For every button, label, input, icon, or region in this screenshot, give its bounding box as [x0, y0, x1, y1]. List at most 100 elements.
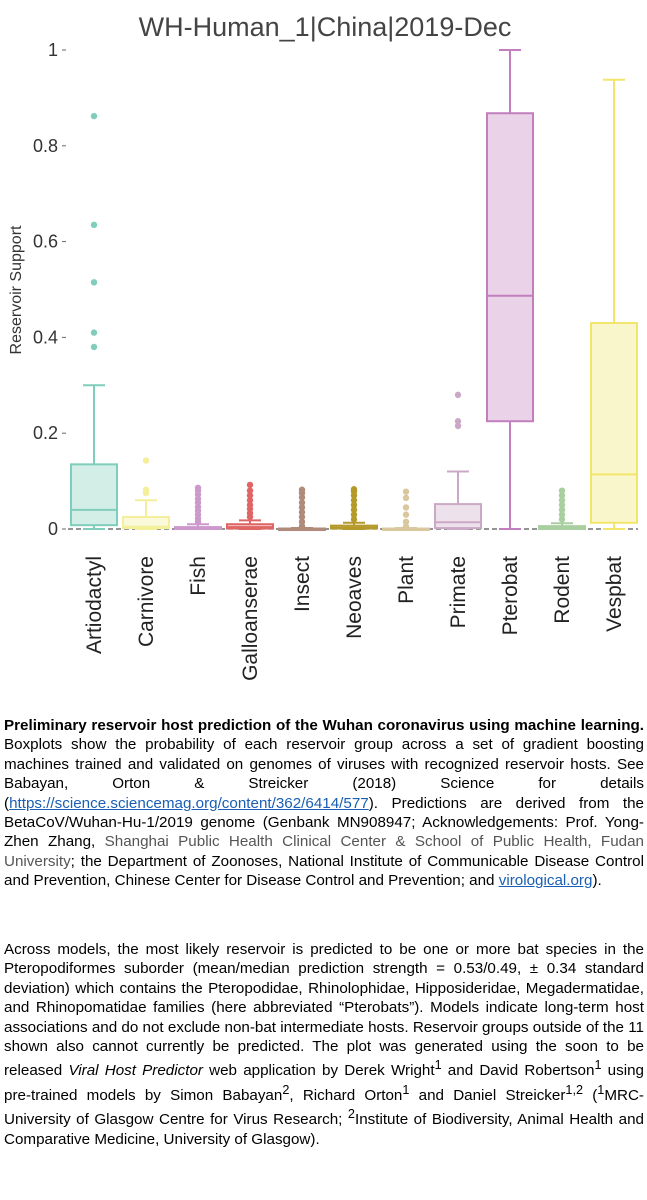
x-tick-label: Galloanserae [239, 556, 262, 681]
outlier-point [246, 497, 254, 504]
x-tick-label: Vespbat [603, 556, 626, 632]
box-fish [174, 484, 222, 530]
para-text: Across models, the most likely reservoir… [4, 941, 644, 1080]
outlier-point [558, 516, 566, 523]
affil-mark: 2 [347, 1107, 355, 1122]
outlier-point [454, 422, 462, 430]
y-tick-label: 0 [48, 519, 58, 539]
caption-text: ). Predictions are derived from the Beta… [4, 794, 644, 851]
x-tick-label: Neoaves [343, 556, 366, 639]
outlier-point [558, 506, 566, 514]
x-tick-label: Primate [447, 556, 470, 628]
para-text: and David Robertson [441, 1062, 595, 1080]
box-iqr [486, 112, 534, 423]
results-paragraph: Across models, the most likely reservoir… [4, 940, 644, 1149]
outlier-point [90, 329, 98, 336]
outlier-point [298, 513, 306, 521]
boxplot-chart: WH-Human_1|China|2019-Dec Reservoir Supp… [8, 12, 638, 681]
x-tick-label: Plant [395, 556, 418, 604]
outlier-point [246, 492, 254, 499]
box-pterobat [486, 49, 534, 530]
figure-caption: Preliminary reservoir host prediction of… [4, 716, 644, 891]
box-artiodactyl [70, 112, 118, 530]
chart-title: WH-Human_1|China|2019-Dec [139, 12, 512, 42]
outlier-point [246, 487, 254, 494]
outlier-point [298, 499, 306, 506]
outlier-point [246, 481, 254, 489]
outlier-point [558, 497, 566, 504]
x-axis-labels: Artiodactyl Carnivore Fish Galloanserae Inse… [83, 556, 626, 681]
x-tick-label: Carnivore [135, 556, 158, 647]
box-primate [434, 391, 482, 530]
outlier-point [454, 418, 462, 425]
affil-mark: 1,2 [565, 1082, 584, 1097]
x-tick-label: Pterobat [499, 556, 522, 636]
affil-mark: 1 [594, 1058, 602, 1073]
para-text: , Richard Orton [289, 1086, 403, 1104]
box-plant [382, 488, 430, 532]
y-tick-label: 0.4 [33, 327, 58, 347]
para-text: web application by Derek Wright [202, 1062, 435, 1080]
box-carnivore [122, 457, 170, 530]
outlier-point [350, 497, 358, 504]
virological-link[interactable]: virological.org [498, 872, 593, 890]
outlier-point [142, 457, 150, 464]
affil-mark: 1 [597, 1082, 605, 1097]
outlier-point [558, 501, 566, 509]
app-name: Viral Host Predictor [68, 1062, 203, 1080]
x-tick-label: Fish [187, 556, 210, 596]
box-neoaves [330, 486, 378, 530]
y-axis-ticks: 0 0.2 0.4 0.6 0.8 1 [33, 40, 638, 539]
caption-text: ; the Department of Zoonoses, National I… [4, 852, 644, 890]
outlier-point [194, 484, 202, 492]
outlier-point [90, 343, 98, 351]
box-insect [278, 486, 326, 532]
outlier-point [402, 511, 410, 518]
outlier-point [350, 501, 358, 509]
outlier-point [402, 504, 410, 511]
outlier-point [298, 504, 306, 511]
outlier-point [558, 511, 566, 518]
affil-mark: 2 [282, 1082, 290, 1097]
y-tick-label: 1 [48, 40, 58, 60]
outlier-point [402, 523, 410, 530]
box-rodent [538, 487, 586, 530]
box-vespbat [590, 78, 638, 530]
outlier-point [350, 506, 358, 514]
x-tick-label: Insect [291, 556, 314, 612]
outlier-point [350, 511, 358, 518]
caption-affiliation: Shanghai Public Health Clinical Center &… [4, 833, 644, 870]
outlier-point [142, 486, 150, 493]
caption-text: ). [592, 872, 602, 890]
outlier-point [90, 112, 98, 120]
y-axis-label: Reservoir Support [8, 225, 25, 355]
x-tick-label: Rodent [551, 556, 574, 624]
outlier-point [402, 494, 410, 502]
outlier-point [298, 518, 306, 526]
outlier-point [350, 486, 358, 493]
outlier-point [298, 486, 306, 493]
box-galloanserae [226, 481, 274, 530]
outlier-point [90, 279, 98, 286]
para-text: ( [583, 1086, 598, 1104]
outlier-point [402, 488, 410, 495]
y-tick-label: 0.2 [33, 423, 58, 443]
outlier-point [90, 221, 98, 229]
science-link[interactable]: https://science.sciencemag.org/content/3… [9, 794, 369, 812]
caption-title: Preliminary reservoir host prediction of… [4, 717, 644, 734]
outlier-point [558, 492, 566, 499]
x-tick-label: Artiodactyl [83, 556, 106, 654]
box-iqr [434, 503, 482, 530]
box-iqr [122, 516, 170, 530]
para-text: and Daniel Streicker [409, 1086, 566, 1104]
outlier-point [454, 391, 462, 399]
para-text: MRC-University of Glasgow Centre for Vir… [4, 1086, 644, 1129]
caption-text: Boxplots show the probability of each re… [4, 736, 644, 812]
outlier-point [350, 516, 358, 523]
para-text: using pre-trained models by Simon Babaya… [4, 1062, 644, 1104]
outlier-point [402, 518, 410, 526]
y-tick-label: 0.6 [33, 232, 58, 252]
outlier-point [558, 487, 566, 494]
affil-mark: 1 [402, 1082, 410, 1097]
y-tick-label: 0.8 [33, 136, 58, 156]
